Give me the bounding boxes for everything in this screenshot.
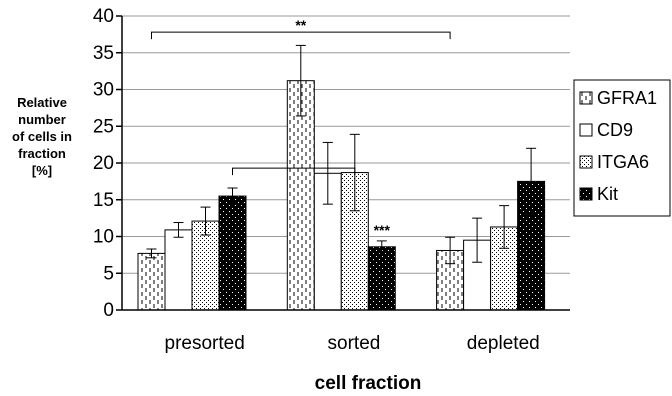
category-label: depleted [467,333,540,354]
x-axis-title: cell fraction [315,373,422,394]
y-tick-label: 20 [93,153,114,174]
significance-bracket [232,167,356,176]
bars [137,80,546,311]
legend-label-kit: Kit [597,184,618,204]
legend-swatch-cd9 [579,123,593,137]
y-title-line-4: fraction [18,146,66,161]
bar-kit-sorted [367,246,396,311]
y-tick-label: 5 [103,263,114,284]
legend-swatch-itga6 [579,155,593,169]
y-tick-label: 25 [93,116,114,137]
y-title-line-3: of cells in [12,129,72,144]
significance-annotations: ***** [151,17,451,238]
bar-kit-presorted [218,195,247,311]
y-tick-label: 0 [103,300,114,321]
y-title-line-1: Relative [17,95,67,110]
y-axis-ticks: 0 5 10 15 20 25 30 35 40 [93,6,122,321]
legend-label-gfra1: GFRA1 [597,88,657,108]
bar-cd9-presorted [164,229,193,311]
legend-swatch-gfra1 [579,91,593,105]
category-label: sorted [328,333,381,354]
legend-label-cd9: CD9 [597,120,633,140]
legend: GFRA1 CD9 ITGA6 Kit [573,79,671,217]
bar-gfra1-sorted [286,80,315,311]
significance-label: *** [374,222,391,238]
y-title-line-2: number [18,112,66,127]
legend-label-itga6: ITGA6 [597,152,649,172]
y-tick-label: 30 [93,80,114,101]
y-tick-label: 10 [93,227,114,248]
y-tick-label: 35 [93,43,114,64]
y-axis-title: Relative number of cells in fraction [%] [12,95,72,178]
significance-label: ** [295,17,306,33]
bar-gfra1-presorted [137,252,166,311]
category-labels: presorted sorted depleted [165,333,540,354]
y-tick-label: 15 [93,190,114,211]
y-tick-label: 40 [93,6,114,27]
category-label: presorted [165,333,245,354]
y-title-line-5: [%] [32,163,52,178]
significance-bracket [151,31,451,40]
legend-swatch-kit [579,187,593,201]
